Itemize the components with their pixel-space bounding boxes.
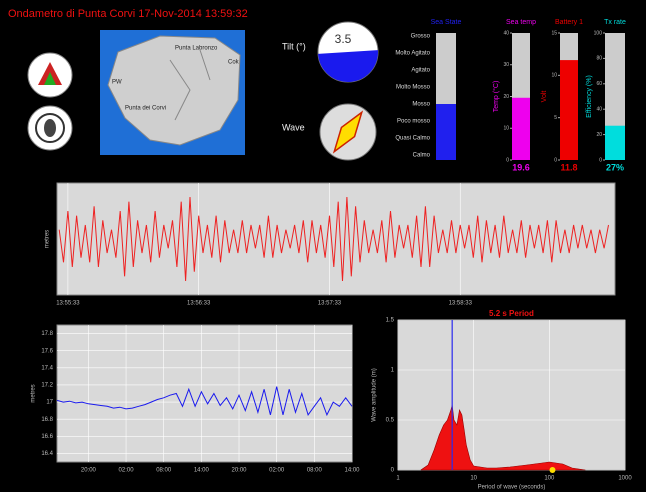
x-tick-label: 13:58:33 bbox=[449, 301, 473, 307]
y-tick-label: 0.5 bbox=[386, 418, 395, 424]
map-label: Punta Labronzo bbox=[175, 46, 218, 52]
tilt-label: Tilt (°) bbox=[282, 41, 306, 51]
y-axis-label: metres bbox=[45, 230, 51, 248]
y-tick-label: 5 bbox=[554, 115, 557, 121]
gauge-value: 19.6 bbox=[512, 162, 530, 172]
y-tick-label: 10 bbox=[503, 126, 509, 132]
gauge-axis-label: Efficiency (%) bbox=[586, 75, 593, 118]
y-tick-label: 10 bbox=[551, 73, 557, 79]
gauge-value: 27% bbox=[606, 162, 624, 172]
x-tick-label: 02:00 bbox=[119, 468, 135, 474]
gauge-title: Sea temp bbox=[506, 19, 536, 26]
chart-title: 5.2 s Period bbox=[489, 309, 534, 318]
y-tick-label: 30 bbox=[503, 62, 509, 68]
x-tick-label: 20:00 bbox=[81, 468, 97, 474]
x-tick-label: 100 bbox=[544, 476, 555, 482]
y-tick-label: 17.6 bbox=[41, 348, 53, 354]
y-tick-label: 17.8 bbox=[41, 331, 53, 337]
level-label: Molto Agitato bbox=[395, 51, 430, 57]
level-label: Quasi Calmo bbox=[395, 136, 430, 142]
gauge-fill bbox=[560, 60, 578, 160]
y-tick-label: 20 bbox=[503, 94, 509, 100]
gauge-fill bbox=[605, 126, 625, 160]
y-tick-label: 60 bbox=[596, 81, 602, 87]
x-tick-label: 10 bbox=[470, 476, 477, 482]
y-tick-label: 17 bbox=[46, 400, 53, 406]
gauge-axis-label: Volt bbox=[541, 91, 548, 103]
map: Punta Labronzo Cok PW Punta dei Corvi bbox=[100, 30, 245, 155]
dashboard: Ondametro di Punta Corvi 17-Nov-2014 13:… bbox=[0, 0, 646, 492]
wave-label: Wave bbox=[282, 122, 305, 132]
y-axis-label: metres bbox=[31, 384, 37, 402]
map-label: PW bbox=[112, 80, 122, 86]
map-label: Punta dei Corvi bbox=[125, 106, 166, 112]
level-label: Mosso bbox=[412, 102, 430, 108]
x-tick-label: 1000 bbox=[618, 476, 632, 482]
y-tick-label: 40 bbox=[596, 107, 602, 113]
gauge-value: 11.8 bbox=[560, 162, 577, 172]
page-title: Ondametro di Punta Corvi 17-Nov-2014 13:… bbox=[8, 8, 248, 20]
gauge-fill bbox=[512, 98, 530, 160]
x-tick-label: 08:00 bbox=[156, 468, 172, 474]
y-tick-label: 1.5 bbox=[386, 318, 395, 324]
x-tick-label: 14:00 bbox=[194, 468, 210, 474]
x-tick-label: 13:55:33 bbox=[56, 301, 80, 307]
mean-period-marker bbox=[549, 467, 555, 473]
y-tick-label: 16.4 bbox=[41, 451, 53, 457]
y-tick-label: 100 bbox=[594, 30, 603, 36]
x-tick-label: 13:56:33 bbox=[187, 301, 211, 307]
plot-area bbox=[398, 320, 625, 470]
x-tick-label: 02:00 bbox=[269, 468, 285, 474]
gauge-axis-label: Temp (°C) bbox=[492, 81, 500, 113]
level-label: Poco mosso bbox=[397, 119, 431, 125]
plot-area bbox=[57, 325, 352, 462]
y-tick-label: 17.2 bbox=[41, 383, 53, 389]
x-axis-label: Period of wave (seconds) bbox=[478, 485, 546, 491]
map-label: Cok bbox=[228, 60, 240, 66]
x-tick-label: 08:00 bbox=[307, 468, 323, 474]
y-tick-label: 17.4 bbox=[41, 365, 53, 371]
level-label: Agitato bbox=[411, 68, 430, 74]
y-tick-label: 16.8 bbox=[41, 417, 53, 423]
y-tick-label: 0 bbox=[554, 157, 557, 163]
y-tick-label: 20 bbox=[596, 132, 602, 138]
y-axis-label: Wave amplitude (m) bbox=[372, 368, 378, 421]
tilt-value: 3.5 bbox=[335, 32, 352, 46]
level-label: Calmo bbox=[413, 153, 431, 159]
y-tick-label: 80 bbox=[596, 56, 602, 62]
y-tick-label: 16.6 bbox=[41, 434, 53, 440]
x-tick-label: 14:00 bbox=[344, 468, 360, 474]
level-label: Molto Mosso bbox=[396, 85, 431, 91]
y-tick-label: 0 bbox=[599, 157, 602, 163]
x-tick-label: 13:57:33 bbox=[318, 301, 342, 307]
gauge-title: Tx rate bbox=[604, 19, 626, 26]
y-tick-label: 0 bbox=[506, 157, 509, 163]
gauge-fill bbox=[436, 104, 456, 160]
gauge-title: Sea State bbox=[431, 19, 462, 26]
gauge-title: Battery 1 bbox=[555, 19, 583, 26]
y-tick-label: 40 bbox=[503, 30, 509, 36]
y-tick-label: 15 bbox=[551, 30, 557, 36]
x-tick-label: 20:00 bbox=[232, 468, 248, 474]
level-label: Grosso bbox=[411, 34, 431, 40]
